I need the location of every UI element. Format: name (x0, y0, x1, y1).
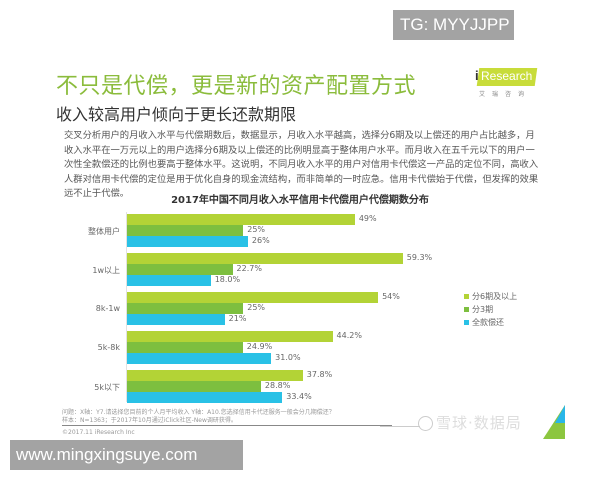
bar (127, 331, 333, 342)
legend-label: 全款偿还 (472, 318, 504, 327)
bar (127, 264, 233, 275)
bar (127, 353, 272, 364)
legend-swatch-icon (464, 320, 469, 325)
bar-value-label: 25% (247, 303, 266, 312)
logo-subtext: 艾瑞咨询 (479, 91, 532, 98)
bar (127, 253, 403, 264)
bar (127, 314, 225, 325)
legend-item: 分6期及以上 (464, 290, 517, 303)
chart-title: 2017年中国不同月收入水平信用卡代偿用户代偿期数分布 (171, 195, 429, 206)
bar-value-label: 25% (247, 225, 266, 234)
watermark-top: TG: MYYJJPP (393, 10, 514, 40)
category-label: 整体用户 (88, 227, 120, 236)
bar-value-label: 22.7% (236, 264, 262, 273)
bar-value-label: 44.2% (336, 331, 362, 340)
legend-item: 全款偿还 (464, 316, 517, 329)
bar (127, 381, 261, 392)
copyright: ©2017.11 iResearch Inc (62, 429, 135, 436)
xueqiu-brand-text: 雪球·数据局 (436, 414, 522, 432)
bar-value-label: 18.0% (214, 275, 241, 284)
bar (127, 303, 244, 314)
logo-text: Research (481, 69, 533, 83)
note-sample: 样本：N=1363；于2017年10月通过iClick社区-New调研获得。 (62, 417, 237, 424)
watermark-bottom: www.mingxingsuye.com (10, 440, 243, 470)
page-subtitle: 收入较高用户倾向于更长还款期限 (56, 105, 297, 124)
category-label: 8k-1w (95, 304, 120, 313)
bar (127, 342, 243, 353)
note-question: 问题：X轴：Y7.请选择您目前的个人月平均收入 Y轴：A10.您选择信用卡代还服… (62, 409, 335, 416)
xueqiu-logo-icon (418, 416, 433, 431)
chart-legend: 分6期及以上 分3期 全款偿还 (464, 290, 517, 329)
bar (127, 392, 283, 403)
xueqiu-brand: 雪球·数据局 (418, 412, 522, 433)
iresearch-logo: i Research 艾瑞咨询 (475, 68, 538, 98)
category-label: 5k以下 (94, 383, 120, 392)
bar (127, 214, 355, 225)
chart-notes: 问题：X轴：Y7.请选择您目前的个人月平均收入 Y轴：A10.您选择信用卡代还服… (62, 409, 335, 425)
bar (127, 236, 248, 247)
bar-value-label: 59.3% (406, 253, 433, 262)
bar-value-label: 54% (382, 292, 400, 301)
category-label: 5k-8k (97, 343, 120, 352)
bar (127, 292, 379, 303)
bar-value-label: 33.4% (286, 392, 312, 401)
bar (127, 370, 303, 381)
bar-value-label: 37.8% (306, 370, 333, 379)
page-title: 不只是代偿，更是新的资产配置方式 (56, 74, 417, 99)
legend-label: 分6期及以上 (472, 292, 518, 301)
legend-item: 分3期 (464, 303, 517, 316)
bar (127, 275, 211, 286)
description-paragraph: 交叉分析用户的月收入水平与代偿期数后，数据显示，月收入水平越高，选择分6期及以上… (64, 130, 539, 199)
bar (127, 225, 244, 236)
bar-value-label: 26% (251, 236, 270, 245)
logo-i: i (475, 68, 479, 83)
legend-label: 分3期 (472, 305, 494, 314)
chart-axis (126, 212, 127, 402)
category-label: 1w以上 (92, 266, 120, 275)
bar-value-label: 28.8% (264, 381, 291, 390)
legend-swatch-icon (464, 294, 469, 299)
bar-value-label: 49% (358, 214, 377, 223)
legend-swatch-icon (464, 307, 469, 312)
corner-decoration (555, 405, 565, 423)
bar-value-label: 31.0% (275, 353, 301, 362)
divider (380, 426, 420, 427)
divider (62, 425, 392, 426)
bar-value-label: 24.9% (246, 342, 273, 351)
bar-value-label: 21% (228, 314, 247, 323)
